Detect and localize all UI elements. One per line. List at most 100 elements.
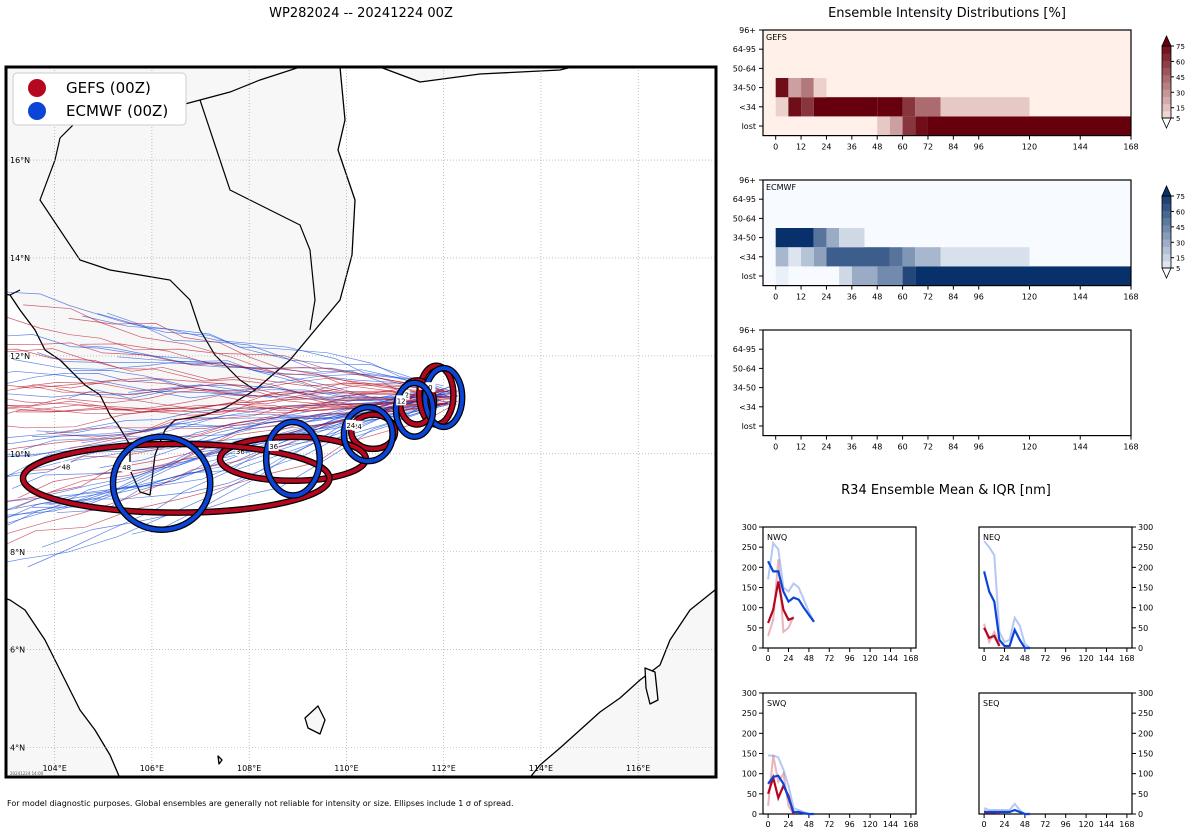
r34-quadrant-name: SEQ	[983, 699, 999, 708]
ensemble-track	[6, 370, 431, 399]
spread-ellipse-gefs-48	[21, 442, 332, 515]
heatmap-cell	[915, 247, 941, 267]
r34-xtick-label: 0	[766, 654, 771, 663]
lat-tick-label: 4°N	[10, 744, 25, 753]
map-tick-labels: 104°E 106°E 108°E 110°E 112°E 114°E 116°E 4°N 6°…	[10, 156, 650, 773]
ellipse-label-bg	[399, 389, 410, 400]
ensemble-track	[99, 393, 442, 469]
colorbar-segment	[1162, 246, 1171, 255]
ellipse-hour-label: 36	[269, 443, 278, 451]
heatmap-cell	[813, 247, 827, 267]
heatmap-cell	[889, 247, 903, 267]
colorbar-segment	[1162, 46, 1171, 54]
heatmap-xtick-label: 120	[1022, 143, 1037, 152]
heatmap-ytick-label: 96+	[739, 176, 756, 185]
heatmap-cell	[826, 247, 890, 267]
heatmap-xtick-label: 84	[948, 443, 958, 452]
lat-tick-label: 6°N	[10, 646, 25, 655]
ellipse-label-bg	[268, 440, 279, 451]
colorbar-tick-label: 45	[1176, 224, 1185, 232]
heatmap-cell	[915, 97, 941, 117]
r34-xtick-label: 96	[845, 820, 855, 829]
colorbar-segment	[1162, 217, 1171, 226]
map-grid	[6, 67, 716, 777]
heatmap-cell	[927, 116, 1131, 136]
heatmap-cell	[877, 266, 903, 286]
ensemble-track	[68, 373, 430, 399]
ecmwf-mean-line	[983, 571, 1030, 650]
colorbar-extend-bottom	[1161, 117, 1172, 129]
colorbar-segment	[1162, 96, 1171, 105]
r34-xtick-label: 24	[783, 820, 793, 829]
ellipse-hour-label: 0	[428, 384, 432, 392]
r34-ytick-label: 250	[742, 543, 757, 552]
ensemble-track	[41, 399, 454, 548]
heatmap-cell	[801, 78, 814, 98]
colorbar-segment	[1162, 210, 1171, 219]
heatmap-cell	[775, 97, 789, 117]
colorbar-frame	[1161, 195, 1172, 269]
r34-xtick-label: 144	[883, 820, 898, 829]
colorbar-gefs: 5 15 30 45 60 75	[1161, 35, 1185, 129]
r34-xtick-label: 144	[883, 654, 898, 663]
heatmap-xtick-label: 144	[1073, 143, 1088, 152]
r34-panel-swq: SWQ 0 50 100 150 200 250 300 0 24 48 72 96 120 144 168	[742, 689, 919, 829]
gefs-mean-line	[983, 627, 1001, 647]
heatmap-xtick-label: 48	[872, 143, 882, 152]
ensemble-track	[6, 382, 433, 411]
heatmap-cell	[788, 247, 802, 267]
heatmap-background	[763, 330, 1131, 436]
r34-ytick-label: 150	[1138, 584, 1153, 593]
r34-xtick-label: 48	[1020, 820, 1030, 829]
intensity-title: Ensemble Intensity Distributions [%]	[828, 6, 1066, 21]
heatmap-xtick-label: 144	[1073, 443, 1088, 452]
lat-tick-label: 16°N	[10, 156, 30, 165]
colorbar-segment	[1162, 203, 1171, 211]
r34-ytick-label: 250	[742, 709, 757, 718]
ensemble-track	[6, 388, 432, 456]
heatmap-ytick-label: lost	[742, 422, 756, 431]
heatmap-ytick-label: 50-64	[733, 64, 756, 73]
heatmap-cell	[775, 266, 789, 286]
r34-ytick-label: 100	[742, 604, 757, 613]
ensemble-track	[82, 315, 453, 395]
heatmap-cell	[775, 228, 814, 248]
heatmap-cell	[851, 266, 878, 286]
colorbar-tick-label: 15	[1176, 255, 1185, 263]
r34-xtick-label: 120	[1078, 654, 1093, 663]
heatmap-xtick-label: 12	[796, 143, 806, 152]
heatmap-ytick-label: 34-50	[733, 234, 756, 243]
heatmap-cell	[889, 116, 903, 136]
island-small-2	[644, 667, 659, 705]
map-frame	[4, 65, 718, 779]
r34-ytick-label: 50	[747, 790, 757, 799]
heatmap-ytick-label: lost	[742, 272, 756, 281]
heatmap-frame	[762, 329, 1132, 437]
ensemble-track	[6, 395, 447, 415]
r34-xtick-label: 144	[1099, 820, 1114, 829]
r34-xtick-label: 120	[862, 820, 877, 829]
ensemble-track	[6, 377, 436, 409]
colorbar-segment	[1162, 67, 1171, 76]
ellipse-hour-label: 12	[397, 397, 406, 405]
heatmap-ytick-label: 96+	[739, 326, 756, 335]
heatmap-ytick-label: lost	[742, 122, 756, 131]
heatmap-xtick-label: 96	[974, 143, 984, 152]
heatmap-cell	[902, 116, 916, 136]
r34-xtick-label: 0	[766, 820, 771, 829]
r34-xtick-label: 96	[1061, 654, 1071, 663]
ellipse-label-bg	[352, 420, 363, 431]
ellipse-hour-label: 48	[61, 463, 70, 471]
heatmap-xtick-label: 120	[1022, 443, 1037, 452]
ensemble-track	[106, 312, 444, 387]
colorbar-segment	[1162, 196, 1171, 204]
r34-ytick-label: 150	[1138, 750, 1153, 759]
legend-gefs-marker	[28, 79, 46, 97]
colorbar-segment	[1162, 239, 1171, 247]
colorbar-segment	[1162, 89, 1171, 97]
r34-quadrant-name: NWQ	[767, 533, 787, 542]
r34-ytick-label: 0	[752, 644, 757, 653]
r34-frame	[762, 526, 917, 649]
r34-quadrant-name: SWQ	[767, 699, 786, 708]
